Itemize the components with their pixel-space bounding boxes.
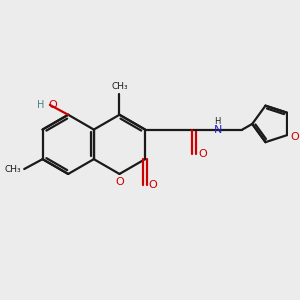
Text: N: N — [214, 124, 223, 135]
Text: H: H — [38, 100, 45, 110]
Text: O: O — [49, 100, 57, 110]
Text: O: O — [290, 132, 299, 142]
Text: O: O — [148, 179, 158, 190]
Text: CH₃: CH₃ — [5, 164, 21, 173]
Text: O: O — [198, 148, 207, 158]
Text: CH₃: CH₃ — [111, 82, 128, 91]
Text: O: O — [115, 177, 124, 187]
Text: H: H — [214, 117, 220, 126]
